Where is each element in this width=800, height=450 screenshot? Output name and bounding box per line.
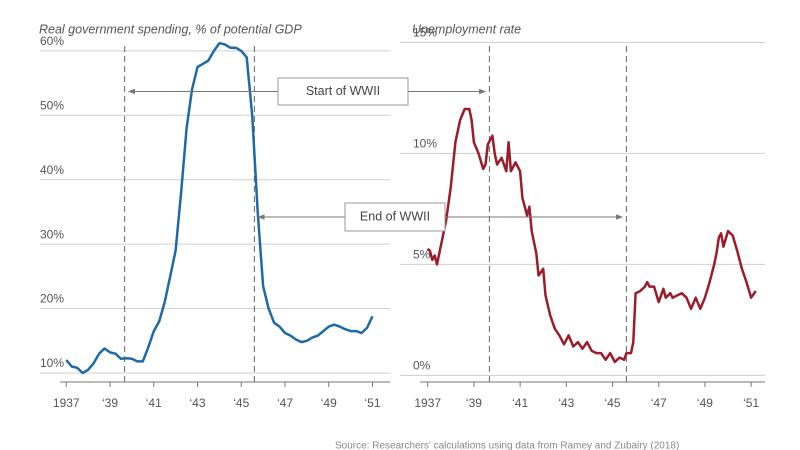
y-tick-label: 50% <box>40 98 64 112</box>
panel-title: Unemployment rate <box>412 22 521 36</box>
x-tick-label: ‘39 <box>102 396 118 410</box>
x-tick-label: ‘49 <box>697 396 713 410</box>
x-tick-label: ‘43 <box>189 396 205 410</box>
data-line <box>426 107 757 364</box>
source-note: Source: Researchers' calculations using … <box>335 441 679 450</box>
y-tick-label: 10% <box>40 356 64 370</box>
x-tick-label: ‘51 <box>364 396 380 410</box>
x-tick-label: 1937 <box>414 396 441 410</box>
panel-title: Real government spending, % of potential… <box>39 22 302 36</box>
x-tick-label: ‘45 <box>233 396 249 410</box>
y-tick-label: 15% <box>413 26 437 40</box>
annotation-label: End of WWII <box>360 209 430 223</box>
x-tick-label: ‘49 <box>321 396 337 410</box>
x-tick-label: ‘39 <box>466 396 482 410</box>
x-tick-label: ‘47 <box>277 396 293 410</box>
data-line <box>65 41 374 375</box>
x-tick-label: ‘41 <box>512 396 528 410</box>
y-tick-label: 5% <box>413 248 431 262</box>
x-tick-label: ‘45 <box>605 396 621 410</box>
annotation-box <box>277 77 409 106</box>
y-tick-label: 60% <box>40 34 64 48</box>
y-tick-label: 20% <box>40 292 64 306</box>
x-tick-label: ‘47 <box>651 396 667 410</box>
x-tick-label: 1937 <box>53 396 80 410</box>
y-tick-label: 10% <box>413 137 437 151</box>
x-tick-label: ‘41 <box>146 396 162 410</box>
x-tick-label: ‘43 <box>558 396 574 410</box>
annotation-box <box>344 202 446 232</box>
y-tick-label: 40% <box>40 163 64 177</box>
y-tick-label: 30% <box>40 227 64 241</box>
annotation-label: Start of WWII <box>306 84 380 98</box>
x-tick-label: ‘51 <box>743 396 759 410</box>
y-tick-label: 0% <box>413 359 431 373</box>
